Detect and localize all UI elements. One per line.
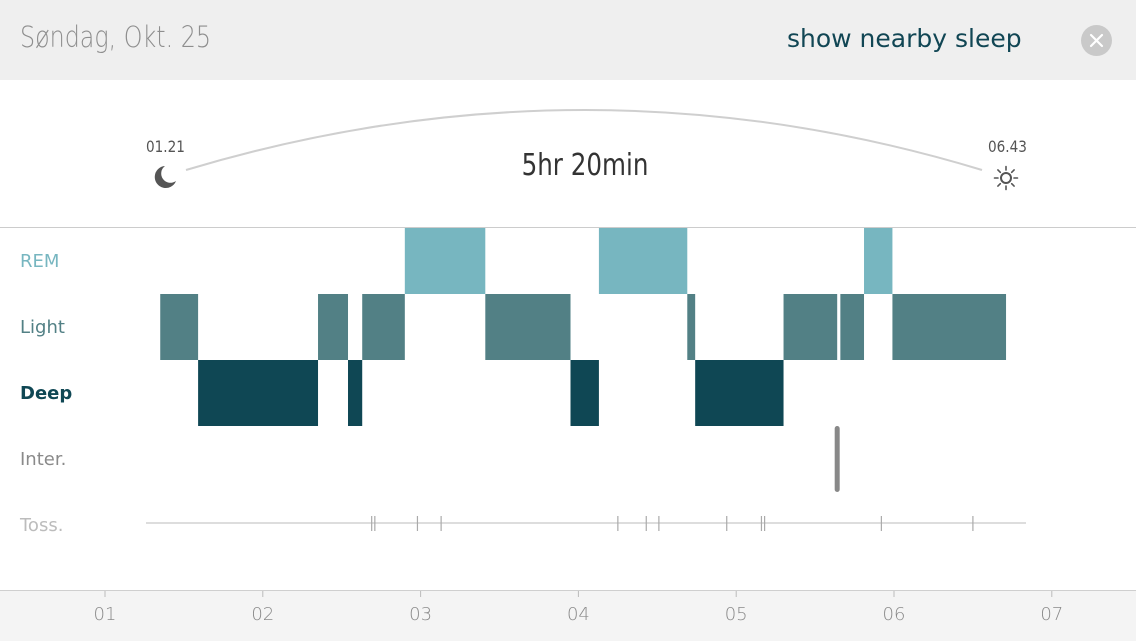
hour-label: 04 xyxy=(566,604,590,625)
stage-segment-deep xyxy=(348,360,363,426)
stage-segment-deep xyxy=(570,360,599,426)
stage-label-deep: Deep xyxy=(20,383,73,404)
header-bar: Søndag, Okt. 25 show nearby sleep xyxy=(0,0,1136,80)
date-title: Søndag, Okt. 25 xyxy=(20,20,211,54)
time-axis xyxy=(0,590,1136,641)
interruption-marker xyxy=(834,426,840,492)
stage-segment-light xyxy=(892,294,1007,360)
start-time: 01.21 xyxy=(146,137,185,156)
divider xyxy=(0,227,1136,228)
stage-label-light: Light xyxy=(20,317,65,338)
stage-segment-rem xyxy=(598,228,688,294)
end-time: 06.43 xyxy=(988,137,1027,156)
hour-label: 03 xyxy=(409,604,433,625)
hour-label: 06 xyxy=(882,604,906,625)
stage-label-rem: REM xyxy=(20,251,60,272)
close-button[interactable] xyxy=(1081,25,1112,56)
stage-segment-light xyxy=(783,294,838,360)
stage-segment-deep xyxy=(695,360,784,426)
hour-label: 07 xyxy=(1040,604,1064,625)
stage-segment-light xyxy=(362,294,405,360)
stage-segment-light xyxy=(840,294,865,360)
stage-segment-light xyxy=(485,294,571,360)
moon-icon xyxy=(154,166,176,188)
hour-label: 02 xyxy=(251,604,275,625)
sleep-duration: 5hr 20min xyxy=(521,148,649,183)
sleep-arc xyxy=(185,109,983,171)
stage-label-inter: Inter. xyxy=(20,449,67,470)
stage-label-toss: Toss. xyxy=(20,515,64,536)
hour-label: 01 xyxy=(93,604,117,625)
sun-icon xyxy=(993,165,1019,191)
close-icon xyxy=(1089,33,1104,48)
stage-segment-light xyxy=(318,294,349,360)
stage-segment-light xyxy=(160,294,199,360)
show-nearby-sleep-button[interactable]: show nearby sleep xyxy=(787,24,1022,53)
hour-label: 05 xyxy=(724,604,748,625)
stage-segment-rem xyxy=(864,228,893,294)
stage-segment-rem xyxy=(404,228,486,294)
stage-segment-light xyxy=(687,294,696,360)
stage-segment-deep xyxy=(198,360,319,426)
